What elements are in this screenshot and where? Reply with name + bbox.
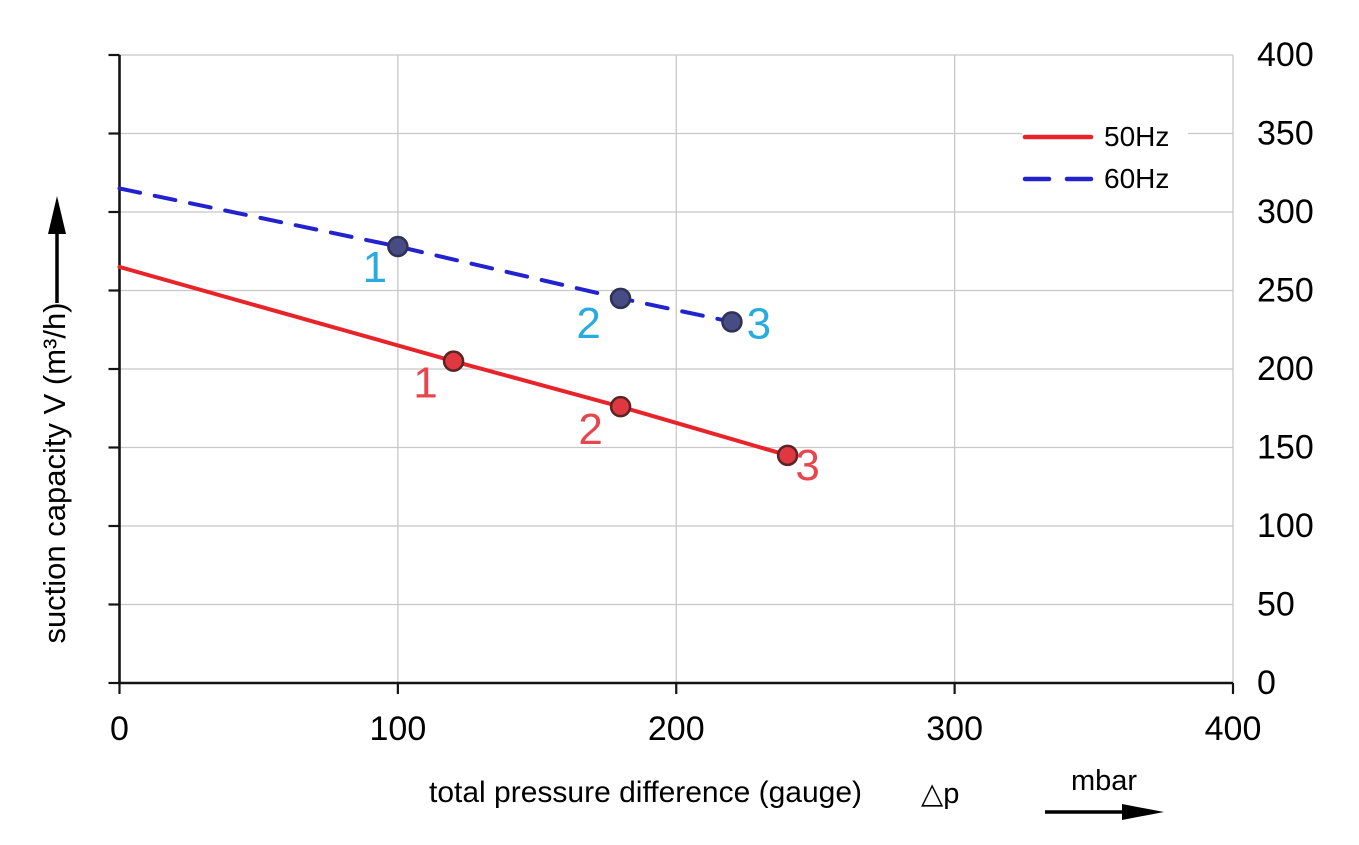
y-tick-label-400: 400 [1257,36,1314,74]
x-tick-label-0: 0 [110,710,129,748]
legend-row-50hz: 50Hz [1022,116,1188,158]
marker-60hz-1 [387,235,409,258]
y-tick-label-0: 0 [1257,664,1276,702]
x-axis-title: total pressure difference (gauge) [429,776,863,809]
series-line-60hz [117,186,734,324]
y-tick-label-50: 50 [1257,586,1295,624]
x-tick-label-400: 400 [1205,710,1262,748]
x-axis-unit: mbar [1070,765,1138,797]
y-tick-label-300: 300 [1257,193,1314,231]
dashed-line-swatch-icon [1022,176,1094,182]
point-label-50hz-3: 3 [795,441,819,490]
point-label-50hz-2: 2 [578,405,602,454]
x-axis-arrow-icon [1045,804,1164,820]
legend-label-60hz: 60Hz [1104,163,1170,194]
x-tick-label-100: 100 [370,710,427,748]
y-tick-label-350: 350 [1257,115,1314,153]
legend: 50Hz 60Hz [1022,116,1188,200]
legend-label-50hz: 50Hz [1104,121,1170,152]
marker-60hz-3 [721,311,743,333]
point-label-60hz-2: 2 [576,299,600,348]
marker-50hz-3 [776,444,799,467]
legend-row-60hz: 60Hz [1022,158,1188,200]
x-axis-symbol: △p [921,778,960,810]
marker-60hz-2 [609,287,632,310]
marker-50hz-1 [442,350,465,372]
marker-50hz-2 [609,395,632,418]
y-tick-label-150: 150 [1257,429,1314,467]
y-tick-label-100: 100 [1257,507,1314,545]
x-tick-label-200: 200 [648,710,705,748]
y-tick-label-200: 200 [1257,350,1314,388]
series-line-50hz [117,264,790,458]
solid-line-swatch-icon [1022,134,1094,140]
x-tick-label-300: 300 [926,710,983,748]
y-tick-label-250: 250 [1257,272,1314,310]
point-label-60hz-1: 1 [363,243,387,292]
y-axis-title: suction capacity V (m³/h) [37,302,72,644]
point-label-60hz-3: 3 [747,299,771,348]
point-label-50hz-1: 1 [413,359,437,408]
y-axis-arrow-icon [48,196,66,303]
